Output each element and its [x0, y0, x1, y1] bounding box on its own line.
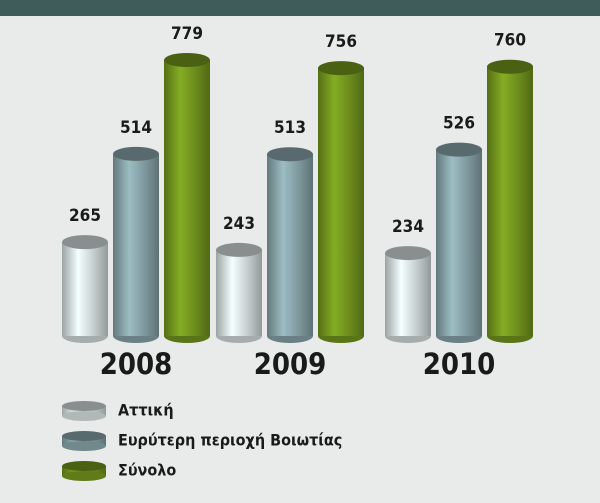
legend-swatch-base [62, 411, 106, 421]
cylinder-top [487, 59, 533, 74]
value-label: 526 [443, 114, 475, 134]
legend-label: Ευρύτερη περιοχή Βοιωτίας [118, 431, 342, 450]
bar [436, 149, 482, 336]
cylinder-top [216, 242, 262, 257]
value-label: 234 [392, 217, 424, 237]
value-label: 514 [120, 118, 152, 138]
cylinder-top [436, 142, 482, 157]
bar [62, 242, 108, 336]
category-label: 2009 [254, 347, 327, 381]
legend-swatch-top [62, 431, 106, 441]
legend-swatch-top [62, 401, 106, 411]
legend-swatch-top [62, 461, 106, 471]
bar [113, 153, 159, 336]
legend-label: Σύνολο [118, 461, 176, 480]
value-label: 513 [274, 118, 306, 138]
value-label: 265 [69, 206, 101, 226]
category-label: 2010 [423, 347, 496, 381]
value-label: 760 [494, 31, 526, 51]
value-label: 243 [223, 214, 255, 234]
cylinder-top [62, 235, 108, 250]
cylinder-top [267, 147, 313, 162]
bar [216, 249, 262, 336]
bar [385, 253, 431, 336]
category-label: 2008 [100, 347, 173, 381]
bar [318, 68, 364, 336]
cylinder-top [385, 246, 431, 261]
legend-swatch-base [62, 471, 106, 481]
value-label: 756 [325, 32, 357, 52]
cylinder-top [113, 146, 159, 161]
value-label: 779 [171, 24, 203, 44]
bar [487, 66, 533, 337]
legend-swatch-base [62, 441, 106, 451]
legend-label: Αττική [118, 401, 174, 420]
cylinder-top [318, 61, 364, 76]
bar [164, 60, 210, 336]
header-band [0, 0, 600, 16]
bar [267, 154, 313, 336]
cylinder-top [164, 53, 210, 67]
